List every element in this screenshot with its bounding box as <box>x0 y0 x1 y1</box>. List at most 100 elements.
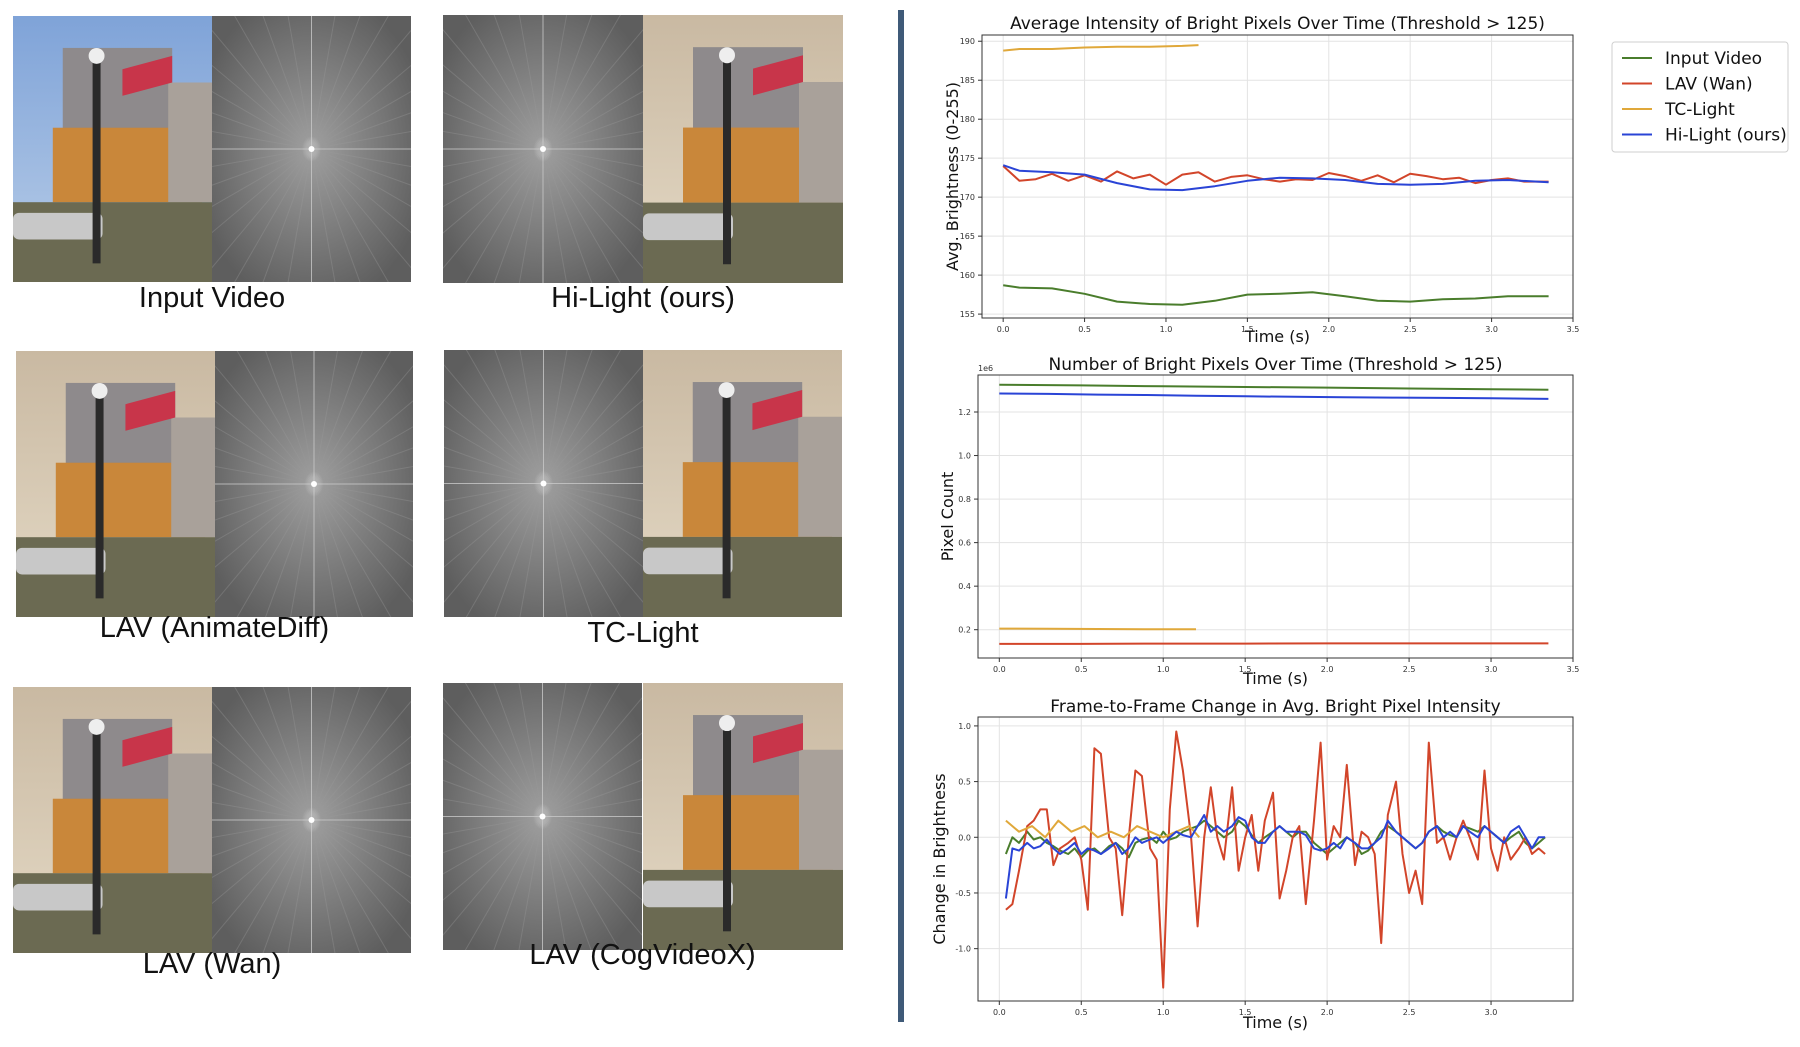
y-tick-label: 160 <box>960 271 975 280</box>
panel-lav-wan <box>13 687 411 953</box>
chart-2: 0.0 0.5 1.0 1.5 2.0 2.5 3.0 3.5 0.2 0.4 0.6 0.8 1.0 1… <box>938 355 1579 688</box>
chart-3: 0.0 0.5 1.0 1.5 2.0 2.5 3.0 -1.0 -0.5 0.0 0.5 1.0 Fr… <box>930 697 1574 1032</box>
x-axis-label: Time (s) <box>1244 327 1310 346</box>
x-tick-label: 3.0 <box>1485 1008 1498 1017</box>
series-line-tc-light <box>1003 44 1199 52</box>
section-divider <box>898 10 904 1022</box>
panel-lav-animatediff <box>16 351 413 617</box>
plot-frame <box>977 374 1574 659</box>
panel-tc-light <box>444 350 842 617</box>
chart-title: Frame-to-Frame Change in Avg. Bright Pix… <box>1050 697 1500 717</box>
fft-spectrum-image <box>443 15 643 283</box>
legend-label: Input Video <box>1665 49 1762 69</box>
legend-label: LAV (Wan) <box>1665 75 1753 95</box>
legend-label: Hi-Light (ours) <box>1665 126 1787 146</box>
legend-box <box>1611 41 1789 153</box>
frame-image <box>643 15 843 283</box>
chart-1: 0.0 0.5 1.0 1.5 2.0 2.5 3.0 3.5 155 160 165 170 175 1… <box>943 14 1579 346</box>
panel-caption: LAV (Wan) <box>142 948 282 980</box>
y-axis-label: Change in Brightness <box>930 773 949 944</box>
x-tick-label: 3.5 <box>1567 665 1580 674</box>
panel-input-video <box>13 16 411 282</box>
series-line-input-video <box>999 383 1549 391</box>
x-tick-label: 0.0 <box>997 325 1010 334</box>
y-tick-label: -1.0 <box>955 945 971 954</box>
x-tick-label: 0.5 <box>1075 1008 1088 1017</box>
chart-title: Number of Bright Pixels Over Time (Thres… <box>1049 355 1503 375</box>
panel-caption: LAV (AnimateDiff) <box>99 612 330 644</box>
legend-label: TC-Light <box>1664 100 1735 120</box>
x-tick-label: 3.0 <box>1485 665 1498 674</box>
panel-caption: Input Video <box>138 282 286 314</box>
x-tick-label: 0.5 <box>1078 325 1091 334</box>
series-line-lav-wan <box>1002 165 1549 186</box>
y-tick-label: 190 <box>960 37 975 46</box>
y-tick-label: 1.0 <box>958 452 971 461</box>
y-tick-label: 0.8 <box>958 495 971 504</box>
x-tick-label: 1.5 <box>1239 665 1252 674</box>
plot-frame <box>981 34 1574 319</box>
y-tick-label: 175 <box>960 154 975 163</box>
y-scale-label: 1e6 <box>978 364 993 373</box>
panel-hi-light-ours <box>443 15 843 283</box>
y-tick-label: 0.5 <box>958 778 971 787</box>
fft-spectrum-image <box>443 683 642 950</box>
y-tick-label: 180 <box>960 115 975 124</box>
x-tick-label: 2.0 <box>1322 325 1335 334</box>
fft-spectrum-image <box>444 350 643 617</box>
x-tick-label: 2.0 <box>1321 1008 1334 1017</box>
series-line-hi-light-ours <box>999 392 1549 400</box>
panel-caption: TC-Light <box>587 617 699 649</box>
x-axis-label: Time (s) <box>1242 669 1308 688</box>
frame-image <box>13 16 212 282</box>
x-tick-label: 1.5 <box>1239 1008 1252 1017</box>
frame-image <box>643 683 843 950</box>
plot-frame <box>977 716 1574 1002</box>
panel-caption: Hi-Light (ours) <box>551 282 735 314</box>
y-tick-label: 0.4 <box>958 582 971 591</box>
x-tick-label: 1.0 <box>1157 665 1170 674</box>
series-line-tc-light <box>1005 819 1201 839</box>
x-tick-label: 1.0 <box>1160 325 1173 334</box>
series-line-hi-light-ours <box>1004 814 1546 899</box>
series-line-lav-wan <box>999 642 1549 645</box>
y-tick-label: 185 <box>960 76 975 85</box>
fft-spectrum-image <box>215 351 413 617</box>
fft-spectrum-image <box>212 687 411 953</box>
x-axis-label: Time (s) <box>1242 1013 1308 1032</box>
chart-title: Average Intensity of Bright Pixels Over … <box>1010 14 1545 34</box>
y-axis-label: Avg. Brightness (0-255) <box>943 82 962 271</box>
y-tick-label: 170 <box>960 193 975 202</box>
y-tick-label: 1.0 <box>958 722 971 731</box>
x-tick-label: 3.0 <box>1485 325 1498 334</box>
x-tick-label: 2.5 <box>1403 1008 1416 1017</box>
x-tick-label: 2.5 <box>1403 665 1416 674</box>
series-line-hi-light-ours <box>1002 164 1549 192</box>
x-tick-label: 0.0 <box>993 1008 1006 1017</box>
y-axis-label: Pixel Count <box>938 472 957 562</box>
series-line-tc-light <box>999 627 1196 631</box>
legend: Input Video LAV (Wan) TC-Light Hi-Light (ou… <box>1611 41 1789 153</box>
panel-lav-cogvideox <box>443 683 843 950</box>
frame-image <box>16 351 215 617</box>
y-tick-label: 155 <box>960 310 975 319</box>
fft-spectrum-image <box>212 16 411 282</box>
x-tick-label: 1.0 <box>1157 1008 1170 1017</box>
x-tick-label: 2.0 <box>1321 665 1334 674</box>
x-tick-label: 0.0 <box>993 665 1006 674</box>
x-tick-label: 1.5 <box>1241 325 1254 334</box>
series-line-input-video <box>1003 284 1549 306</box>
panel-caption: LAV (CogVideoX) <box>529 939 756 971</box>
y-tick-label: 0.2 <box>958 626 971 635</box>
frame-image <box>643 350 842 617</box>
y-tick-label: 0.0 <box>958 833 971 842</box>
y-tick-label: 165 <box>960 232 975 241</box>
y-tick-label: -0.5 <box>955 889 971 898</box>
frame-image <box>13 687 212 953</box>
series-line-lav-wan <box>1005 730 1546 989</box>
y-tick-label: 0.6 <box>958 539 971 548</box>
y-tick-label: 1.2 <box>958 408 971 417</box>
x-tick-label: 0.5 <box>1075 665 1088 674</box>
x-tick-label: 3.5 <box>1567 325 1580 334</box>
